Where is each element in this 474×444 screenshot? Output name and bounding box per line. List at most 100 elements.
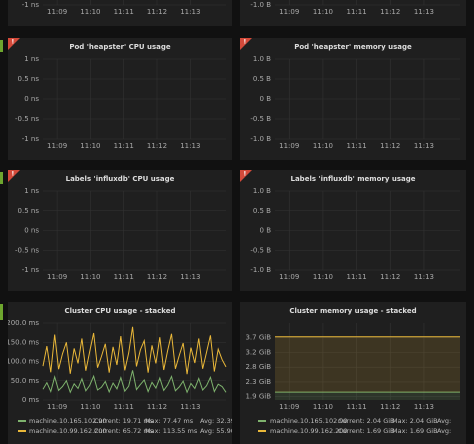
x-tick-label: 11:13 bbox=[180, 142, 200, 150]
y-tick-label: -0.5 ns bbox=[15, 246, 39, 254]
y-tick-label: -0.5 B bbox=[250, 246, 271, 254]
x-tick-label: 11:13 bbox=[180, 273, 200, 281]
x-tick-label: 11:12 bbox=[147, 142, 167, 150]
x-tick-label: 11:12 bbox=[147, 273, 167, 281]
x-tick-label: 11:11 bbox=[346, 273, 366, 281]
x-tick-label: 11:13 bbox=[414, 403, 434, 411]
x-tick-label: 11:13 bbox=[414, 273, 434, 281]
series-line bbox=[42, 326, 227, 375]
legend-current: Current: 19.71 ms bbox=[94, 417, 154, 425]
panel[interactable]: -1 ns 11:09 11:10 11:11 11:12 11:13 bbox=[8, 0, 232, 26]
x-tick-label: 11:10 bbox=[313, 8, 333, 16]
panel[interactable]: Pod 'heapster' memory usage! 1.0 B 0.5 B 0 … bbox=[240, 38, 466, 160]
legend-avg: Avg: bbox=[437, 417, 451, 425]
y-tick-label: 1.0 B bbox=[253, 187, 271, 195]
x-tick-label: 11:09 bbox=[47, 403, 67, 411]
x-tick-label: 11:10 bbox=[80, 142, 100, 150]
row-marker bbox=[0, 40, 3, 52]
area-fill bbox=[275, 392, 460, 400]
y-tick-label: 0.5 B bbox=[253, 207, 271, 215]
alert-icon: ! bbox=[12, 171, 15, 178]
x-tick-label: 11:09 bbox=[47, 8, 67, 16]
panel[interactable]: Labels 'influxdb' memory usage! 1.0 B 0.5 … bbox=[240, 170, 466, 291]
x-tick-label: 11:12 bbox=[380, 142, 400, 150]
y-tick-label: 100.0 ms bbox=[6, 358, 39, 366]
panel[interactable]: Labels 'influxdb' CPU usage! 1 ns 0.5 ns 0 … bbox=[8, 170, 232, 291]
x-tick-label: 11:10 bbox=[313, 273, 333, 281]
y-tick-label: 2.3 GiB bbox=[245, 378, 271, 386]
y-tick-label: 1 ns bbox=[24, 187, 39, 195]
panel-title: Cluster CPU usage - stacked bbox=[64, 307, 175, 315]
y-tick-label: 50.0 ms bbox=[11, 377, 40, 385]
y-tick-label: 0 B bbox=[260, 227, 272, 235]
y-tick-label: -1.0 B bbox=[250, 1, 271, 9]
y-tick-label: 3.7 GiB bbox=[245, 334, 271, 342]
alert-icon: ! bbox=[244, 39, 247, 46]
panel[interactable]: Cluster memory usage - stacked 3.7 GiB 3.2… bbox=[240, 302, 466, 444]
x-tick-label: 11:12 bbox=[147, 403, 167, 411]
series-line bbox=[42, 370, 227, 394]
legend-name[interactable]: machine.10.99.162.200 bbox=[270, 427, 348, 435]
x-tick-label: 11:09 bbox=[279, 8, 299, 16]
x-tick-label: 11:09 bbox=[279, 273, 299, 281]
panel-bg bbox=[8, 0, 232, 26]
y-tick-label: -1.0 B bbox=[250, 266, 271, 274]
x-tick-label: 11:11 bbox=[346, 142, 366, 150]
legend-current: Current: 1.69 GiB bbox=[338, 427, 395, 435]
x-tick-label: 11:09 bbox=[279, 142, 299, 150]
legend-avg: Avg: 55.90 bbox=[200, 427, 235, 435]
x-tick-label: 11:13 bbox=[414, 8, 434, 16]
panel-bg bbox=[240, 0, 466, 26]
x-tick-label: 11:10 bbox=[80, 403, 100, 411]
panel-title: Cluster memory usage - stacked bbox=[289, 307, 416, 315]
panel[interactable]: -1.0 B 11:09 11:10 11:11 11:12 11:13 bbox=[240, 0, 466, 26]
row-marker bbox=[0, 172, 3, 184]
x-tick-label: 11:10 bbox=[80, 8, 100, 16]
y-tick-label: 200.0 ms bbox=[6, 319, 39, 327]
x-tick-label: 11:13 bbox=[180, 8, 200, 16]
alert-icon: ! bbox=[244, 171, 247, 178]
y-tick-label: 150.0 ms bbox=[6, 338, 39, 346]
legend-name[interactable]: machine.10.165.102.90 bbox=[270, 417, 348, 425]
x-tick-label: 11:12 bbox=[380, 8, 400, 16]
legend-name[interactable]: machine.10.165.102.90 bbox=[29, 417, 107, 425]
x-tick-label: 11:12 bbox=[380, 403, 400, 411]
y-tick-label: 0.5 ns bbox=[18, 75, 40, 83]
legend-avg: Avg: 32.39 bbox=[200, 417, 235, 425]
alert-icon: ! bbox=[12, 39, 15, 46]
panel-title: Labels 'influxdb' memory usage bbox=[291, 175, 416, 183]
alert-corner bbox=[240, 38, 252, 50]
y-tick-label: 0 ns bbox=[24, 95, 39, 103]
legend-name[interactable]: machine.10.99.162.200 bbox=[29, 427, 107, 435]
y-tick-label: 0 ns bbox=[24, 227, 39, 235]
panel-bg bbox=[8, 302, 232, 444]
x-tick-label: 11:11 bbox=[114, 142, 134, 150]
x-tick-label: 11:12 bbox=[380, 273, 400, 281]
x-tick-label: 11:11 bbox=[114, 273, 134, 281]
panel-title: Labels 'influxdb' CPU usage bbox=[66, 175, 175, 183]
x-tick-label: 11:11 bbox=[346, 403, 366, 411]
x-tick-label: 11:10 bbox=[80, 273, 100, 281]
legend-max: Max: 77.47 ms bbox=[145, 417, 194, 425]
y-tick-label: -1 ns bbox=[22, 1, 40, 9]
x-tick-label: 11:13 bbox=[180, 403, 200, 411]
y-tick-label: 3.2 GiB bbox=[245, 348, 271, 356]
panel-bg bbox=[240, 302, 466, 444]
legend-max: Max: 1.69 GiB bbox=[392, 427, 438, 435]
y-tick-label: 1 ns bbox=[24, 55, 39, 63]
panel-title: Pod 'heapster' memory usage bbox=[294, 43, 412, 51]
legend-avg: Avg: bbox=[437, 427, 451, 435]
y-tick-label: 2.8 GiB bbox=[245, 363, 271, 371]
legend-current: Current: 65.72 ms bbox=[94, 427, 154, 435]
y-tick-label: -1 ns bbox=[22, 135, 40, 143]
panel[interactable]: Pod 'heapster' CPU usage! 1 ns 0.5 ns 0 ns -… bbox=[8, 38, 232, 160]
x-tick-label: 11:11 bbox=[114, 8, 134, 16]
x-tick-label: 11:11 bbox=[346, 8, 366, 16]
alert-corner bbox=[240, 170, 252, 182]
legend-max: Max: 113.55 ms bbox=[145, 427, 198, 435]
y-tick-label: -0.5 ns bbox=[15, 115, 39, 123]
x-tick-label: 11:13 bbox=[414, 142, 434, 150]
panel[interactable]: Cluster CPU usage - stacked 200.0 ms 150.0… bbox=[6, 302, 235, 444]
y-tick-label: 1.9 GiB bbox=[245, 393, 271, 401]
